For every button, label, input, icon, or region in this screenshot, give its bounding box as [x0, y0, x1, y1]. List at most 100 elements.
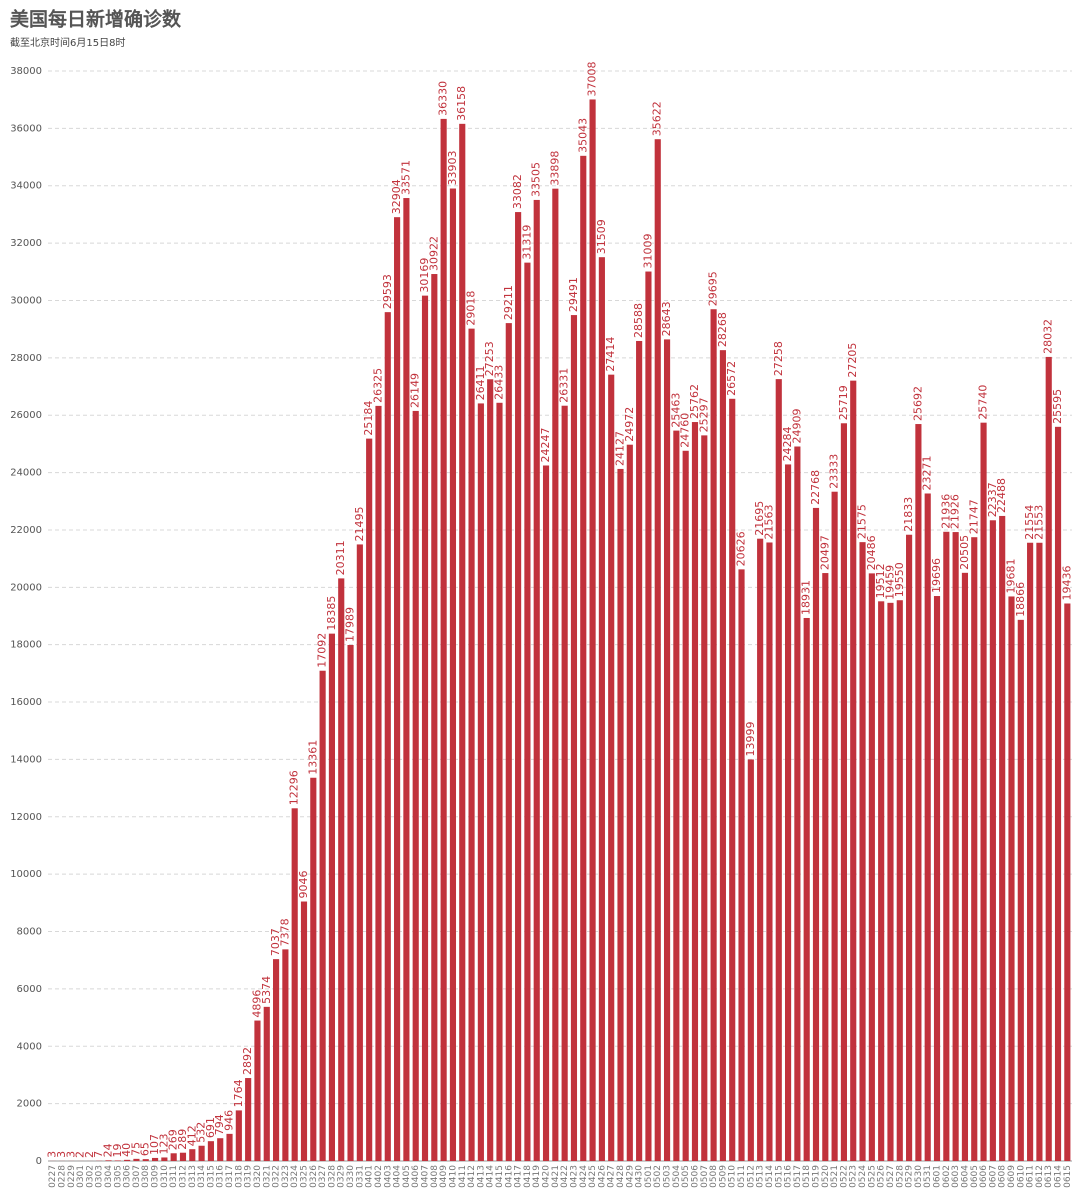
bar: [822, 573, 829, 1161]
value-label: 17989: [344, 607, 357, 642]
bar: [989, 520, 996, 1161]
value-label: 19459: [883, 565, 896, 600]
x-tick-label: 0323: [281, 1165, 291, 1188]
bar: [496, 402, 503, 1161]
x-tick-label: 0502: [653, 1165, 663, 1188]
x-tick-label: 0314: [197, 1165, 207, 1188]
value-label: 21575: [856, 504, 869, 539]
value-label: 21747: [967, 499, 980, 534]
bar: [542, 465, 550, 1161]
x-tick-label: 0608: [998, 1165, 1008, 1188]
x-tick-label: 0428: [616, 1165, 626, 1188]
bar: [785, 464, 792, 1161]
value-label: 26411: [474, 365, 487, 400]
x-tick-label: 0403: [383, 1165, 393, 1188]
bar: [217, 1138, 224, 1161]
y-tick-label: 20000: [10, 582, 42, 593]
value-label: 2: [74, 1151, 87, 1158]
x-tick-label: 0309: [151, 1165, 161, 1188]
value-label: 269: [167, 1129, 180, 1150]
value-label: 29695: [707, 271, 720, 306]
x-tick-label: 0425: [588, 1165, 598, 1188]
y-tick-label: 12000: [10, 812, 42, 823]
x-tick-label: 0325: [300, 1165, 310, 1188]
value-label: 412: [185, 1125, 198, 1146]
y-tick-label: 16000: [10, 697, 42, 708]
value-label: 25740: [977, 385, 990, 420]
bar: [384, 312, 391, 1161]
bar: [636, 340, 643, 1161]
bar: [738, 569, 745, 1161]
value-label: 28643: [660, 301, 673, 336]
y-tick-label: 26000: [10, 410, 42, 421]
x-tick-label: 0528: [895, 1165, 905, 1188]
bar: [952, 532, 959, 1161]
value-label: 28588: [632, 303, 645, 338]
x-tick-label: 0509: [718, 1165, 728, 1188]
bar: [589, 99, 596, 1162]
value-label: 25692: [911, 386, 924, 421]
bar: [878, 601, 885, 1161]
bar: [431, 274, 438, 1161]
value-label: 2: [83, 1151, 96, 1158]
bar: [757, 538, 764, 1161]
x-tick-label: 0518: [802, 1165, 812, 1188]
x-tick-label: 0514: [765, 1165, 775, 1188]
bar: [114, 1160, 121, 1161]
x-tick-label: 0522: [839, 1165, 849, 1188]
bar: [105, 1160, 112, 1161]
value-label: 22488: [995, 478, 1008, 513]
x-tick-label: 0306: [123, 1165, 133, 1188]
x-tick-label: 0615: [1063, 1165, 1073, 1188]
x-tick-label: 0520: [821, 1165, 831, 1188]
x-tick-label: 0527: [886, 1165, 896, 1188]
x-tick-label: 0411: [458, 1165, 468, 1188]
value-label: 35622: [651, 101, 664, 136]
x-tick-label: 0504: [672, 1165, 682, 1188]
bar: [552, 188, 559, 1162]
bar: [673, 430, 680, 1161]
value-label: 5374: [260, 976, 273, 1004]
bar: [831, 491, 838, 1161]
bar: [179, 1152, 187, 1161]
bar: [794, 446, 801, 1161]
value-label: 18866: [1014, 582, 1027, 617]
x-tick-label: 0307: [132, 1165, 142, 1188]
y-tick-label: 36000: [10, 123, 42, 134]
x-tick-label: 0530: [914, 1165, 924, 1188]
value-label: 19436: [1060, 565, 1073, 600]
y-tick-label: 28000: [10, 353, 42, 364]
value-label: 25719: [837, 385, 850, 420]
bar: [840, 423, 847, 1162]
value-label: 24909: [790, 409, 803, 444]
value-label: 7037: [269, 928, 282, 956]
bar: [580, 155, 587, 1161]
x-tick-label: 0319: [244, 1165, 254, 1188]
bar: [701, 435, 708, 1162]
chart-title: 美国每日新增确诊数: [10, 8, 182, 31]
bar: [533, 199, 540, 1161]
x-tick-label: 0410: [448, 1165, 458, 1188]
x-tick-label: 0519: [812, 1165, 822, 1188]
bar: [245, 1078, 252, 1161]
value-label: 26325: [371, 368, 384, 403]
x-tick-label: 0302: [85, 1165, 95, 1188]
bar: [142, 1159, 149, 1161]
bar: [254, 1020, 261, 1161]
y-tick-label: 4000: [17, 1041, 42, 1052]
y-tick-label: 24000: [10, 468, 42, 479]
x-tick-label: 0526: [877, 1165, 887, 1188]
bar: [189, 1149, 196, 1161]
x-tick-label: 0304: [104, 1165, 114, 1188]
value-label: 29491: [567, 277, 580, 312]
x-tick-label: 0412: [467, 1165, 477, 1188]
value-label: 31509: [595, 219, 608, 254]
value-label: 33571: [399, 160, 412, 195]
value-label: 37008: [586, 61, 599, 96]
bar: [887, 602, 894, 1161]
value-label: 26331: [558, 368, 571, 403]
bar: [300, 901, 308, 1161]
value-label: 31009: [641, 234, 654, 269]
value-label: 21554: [1023, 505, 1036, 540]
